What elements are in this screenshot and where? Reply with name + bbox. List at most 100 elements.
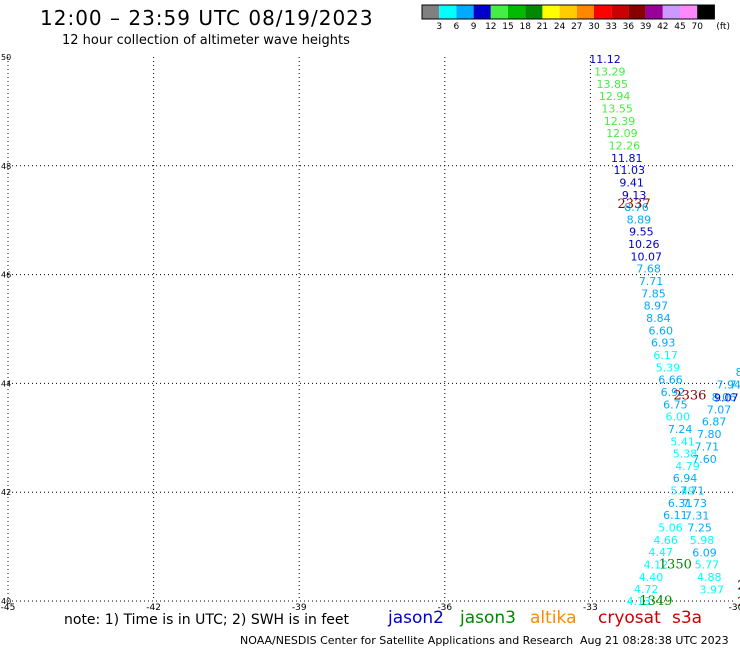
- legend-label: 39: [640, 22, 652, 32]
- legend-swatch: [576, 5, 594, 19]
- x-tick-label: -45: [1, 603, 16, 612]
- wave-height-point: 7.71: [680, 485, 705, 498]
- x-tick-label: -33: [583, 603, 598, 612]
- wave-height-point: 5.39: [656, 362, 681, 375]
- wave-height-point: 13.85: [596, 78, 628, 91]
- wave-height-point: 4.88: [697, 571, 722, 584]
- wave-height-point: 6.87: [702, 415, 727, 428]
- satellite-jason2: jason2: [388, 608, 444, 628]
- wave-height-point: 7.07: [707, 404, 732, 417]
- wave-height-point: 5.38: [673, 448, 698, 461]
- wave-height-point: 6.92: [661, 386, 686, 399]
- y-tick-label: 42: [1, 488, 11, 497]
- wave-height-point: 6.66: [658, 374, 683, 387]
- wave-height-point: 5.49: [670, 485, 695, 498]
- legend-label: 27: [571, 22, 582, 32]
- x-tick-label: -36: [437, 603, 452, 612]
- legend-swatch: [422, 5, 440, 19]
- wave-height-point: 5.41: [670, 436, 695, 449]
- x-tick-label: -30: [729, 603, 740, 612]
- pass-time-label: 23: [737, 579, 740, 594]
- wave-height-point: 12.39: [604, 115, 636, 128]
- wave-height-point: 12.94: [599, 90, 631, 103]
- legend-swatch: [611, 5, 629, 19]
- legend-label: 21: [537, 22, 548, 32]
- wave-height-point: 8.: [736, 366, 740, 379]
- wave-height-point: 9.41: [619, 177, 644, 190]
- legend-label: 36: [623, 22, 635, 32]
- legend-label: 30: [588, 22, 600, 32]
- wave-height-point: 6.11: [663, 509, 688, 522]
- wave-height-point: 12.09: [606, 127, 638, 140]
- wave-height-point: 7.25: [687, 522, 712, 535]
- pass-time-label: 23: [737, 595, 740, 610]
- note-text: note: 1) Time is in UTC; 2) SWH is in fe…: [64, 612, 350, 628]
- wave-height-point: 8.97: [644, 300, 669, 313]
- wave-height-point: 13.55: [601, 103, 633, 116]
- wave-height-point: 5.98: [690, 534, 715, 547]
- wave-height-point: 11.12: [589, 53, 621, 66]
- wave-height-point: 8.76: [624, 201, 649, 214]
- wave-height-point: 8.89: [627, 214, 652, 227]
- wave-height-point: 7.73: [682, 497, 707, 510]
- legend-label: 70: [691, 22, 703, 32]
- satellite-s3a: s3a: [672, 608, 703, 628]
- wave-height-point: 5.77: [695, 559, 720, 572]
- wave-height-point: 4.47: [649, 546, 674, 559]
- pass-time-label: 1349: [639, 594, 672, 609]
- legend-swatch: [594, 5, 612, 19]
- legend-swatch: [490, 5, 508, 19]
- legend-swatch: [542, 5, 560, 19]
- legend-swatch: [697, 5, 715, 19]
- wave-height-point: 10.07: [630, 251, 662, 264]
- wave-height-point: 6.09: [692, 547, 717, 560]
- wave-height-point: 7.60: [692, 453, 717, 466]
- wave-height-point: 11.81: [611, 152, 643, 165]
- wave-height-point: 3.97: [699, 584, 724, 597]
- legend-label: 42: [657, 22, 668, 32]
- legend-unit: (ft): [716, 22, 730, 32]
- wave-height-point: 9.07: [714, 392, 739, 405]
- page-title: 12:00 – 23:59 UTC 08/19/2023: [40, 6, 374, 30]
- legend-label: 45: [674, 22, 685, 32]
- legend-swatch: [662, 5, 680, 19]
- color-legend: 3 6 9 12 15 18 21 24 27 30 33 36 39 42 45 70 (ft): [421, 4, 730, 32]
- wave-height-point: 6.60: [649, 325, 674, 338]
- wave-height-point: 8.06: [712, 391, 737, 404]
- legend-swatch: [473, 5, 491, 19]
- y-tick-label: 48: [1, 162, 11, 171]
- y-tick-label: 46: [1, 271, 11, 280]
- wave-height-point: 4.72: [634, 583, 659, 596]
- legend-label: 3: [436, 22, 442, 32]
- legend-swatch: [525, 5, 543, 19]
- wave-height-point: 7.24: [668, 423, 693, 436]
- legend-swatch: [645, 5, 663, 19]
- wave-height-point: 6.31: [668, 497, 693, 510]
- satellite-altika: altika: [530, 608, 577, 628]
- y-tick-label: 50: [1, 53, 11, 62]
- legend-label: 33: [605, 22, 616, 32]
- wave-height-point: 6.00: [666, 411, 691, 424]
- wave-height-map: -45 -42 -39 -36 -33 -30 40 42 44 46 48 50 11.1213.29…: [1, 53, 740, 612]
- legend-swatch: [508, 5, 526, 19]
- wave-height-point: 4.13: [627, 595, 652, 608]
- legend-swatch: [456, 5, 474, 19]
- footer-org: NOAA/NESDIS Center for Satellite Applica…: [240, 634, 574, 647]
- wave-height-point: 4.12: [644, 559, 669, 572]
- wave-height-point: 7.31: [685, 510, 710, 523]
- wave-height-point: 7.80: [697, 428, 722, 441]
- pass-time-label: 1350: [659, 557, 692, 572]
- pass-time-label: 2336: [673, 388, 706, 403]
- wave-height-point: 7.68: [636, 263, 661, 276]
- wave-height-point: 6.93: [651, 337, 676, 350]
- wave-height-point: 13.29: [594, 66, 626, 79]
- legend-label: 24: [554, 22, 566, 32]
- wave-height-point: 7.85: [641, 288, 666, 301]
- wave-height-point: 8.84: [646, 312, 671, 325]
- wave-height-point: 7.2: [730, 378, 740, 391]
- legend-swatch: [680, 5, 698, 19]
- wave-height-point: 7.94: [716, 378, 740, 391]
- wave-height-point: 9.55: [629, 226, 654, 239]
- legend-label: 12: [485, 22, 496, 32]
- satellite-jason3: jason3: [460, 608, 516, 628]
